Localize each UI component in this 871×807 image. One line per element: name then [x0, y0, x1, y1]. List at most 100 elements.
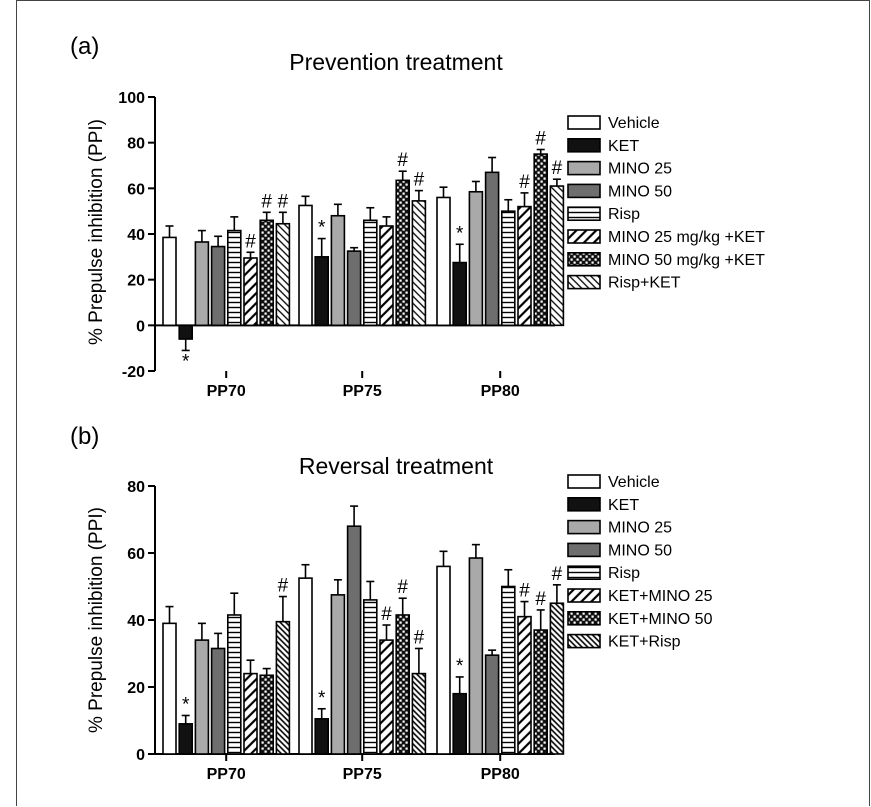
bar — [330, 594, 346, 755]
category-label: PP75 — [343, 383, 382, 400]
bar — [436, 565, 451, 755]
bar — [275, 222, 291, 327]
bar — [533, 153, 549, 327]
bar — [362, 599, 378, 755]
bar — [210, 245, 226, 327]
bar — [259, 674, 275, 755]
bar — [275, 620, 291, 755]
bar — [468, 557, 484, 755]
legend-label: KET+Risp — [608, 634, 681, 651]
bar — [178, 723, 193, 755]
bar — [362, 219, 378, 327]
bar — [395, 614, 411, 755]
panel-a-ylabel: % Prepulse inhibition (PPI) — [86, 119, 107, 345]
legend-swatch — [567, 519, 601, 535]
panel-b-legend: Vehicle KET MINO 25 MINO 50 Risp KET+MINO 25 K… — [567, 474, 713, 651]
category-label: PP80 — [481, 766, 520, 783]
legend-label: MINO 25 — [608, 161, 672, 178]
legend-label: KET — [608, 497, 639, 514]
legend-label: MINO 25 — [608, 520, 672, 537]
legend-label: KET — [608, 138, 639, 155]
bar — [379, 639, 394, 755]
bar — [194, 241, 210, 327]
legend-swatch — [567, 496, 601, 512]
significance-mark: # — [414, 170, 425, 191]
bar — [549, 185, 565, 327]
legend-label: MINO 50 mg/kg +KET — [608, 252, 765, 269]
legend-swatch — [567, 610, 601, 626]
significance-mark: # — [519, 581, 530, 602]
bar — [411, 672, 427, 755]
significance-mark: * — [456, 656, 464, 677]
significance-mark: # — [519, 172, 530, 193]
bar — [298, 204, 313, 327]
y-tick-label: -20 — [122, 364, 145, 381]
legend-swatch — [567, 206, 601, 221]
y-tick-label: 20 — [127, 680, 145, 697]
bar — [411, 200, 427, 327]
panel-a-legend: Vehicle KET MINO 25 MINO 50 Risp MINO 25 mg/k… — [567, 115, 765, 292]
significance-mark: # — [535, 589, 546, 610]
category-label: PP80 — [481, 383, 520, 400]
legend-label: MINO 50 — [608, 542, 672, 559]
bar — [500, 585, 516, 755]
legend-swatch — [567, 252, 601, 267]
legend-swatch — [567, 138, 601, 153]
legend-swatch — [567, 565, 601, 581]
legend-swatch — [567, 160, 601, 176]
significance-mark: * — [182, 694, 190, 715]
significance-mark: # — [535, 129, 546, 150]
bar — [452, 692, 468, 755]
y-tick-label: 40 — [127, 613, 145, 630]
significance-mark: # — [552, 564, 563, 585]
significance-mark: * — [456, 223, 464, 244]
panel-a-title: Prevention treatment — [289, 49, 503, 75]
significance-mark: # — [261, 191, 272, 212]
bar — [517, 615, 532, 755]
bar — [227, 229, 242, 327]
bar — [162, 622, 177, 755]
y-tick-label: 20 — [127, 273, 145, 290]
bar — [314, 718, 330, 755]
bar — [468, 190, 484, 327]
legend-swatch — [567, 633, 601, 649]
legend-label: Vehicle — [608, 474, 660, 491]
bar — [243, 257, 258, 327]
panel-b-ylabel: % Prepulse inhibition (PPI) — [86, 507, 107, 733]
bar — [330, 214, 346, 327]
legend-label: KET+MINO 25 — [608, 588, 713, 605]
legend-swatch — [567, 115, 601, 130]
bar — [314, 256, 330, 327]
bar — [484, 654, 500, 755]
bar — [243, 672, 258, 755]
figure-frame — [16, 0, 870, 806]
y-tick-label: 80 — [127, 479, 145, 496]
category-label: PP70 — [207, 383, 246, 400]
bar — [210, 647, 226, 755]
significance-mark: # — [397, 150, 408, 171]
bar — [436, 196, 451, 327]
panel-a-label: (a) — [70, 33, 99, 60]
bar — [346, 250, 362, 327]
legend-swatch — [567, 474, 601, 489]
significance-mark: # — [278, 576, 289, 597]
y-tick-label: 0 — [136, 318, 145, 335]
legend-label: Risp — [608, 565, 640, 582]
panel-b-label: (b) — [70, 423, 99, 450]
significance-mark: * — [318, 688, 326, 709]
bar — [178, 324, 193, 340]
significance-mark: # — [245, 231, 256, 252]
bar — [549, 602, 565, 755]
bar — [395, 179, 411, 327]
legend-swatch — [567, 183, 601, 199]
significance-mark: # — [278, 191, 289, 212]
significance-mark: * — [318, 218, 326, 239]
legend-swatch — [567, 588, 601, 603]
y-tick-label: 60 — [127, 181, 145, 198]
legend-swatch — [567, 542, 601, 558]
bar — [379, 225, 394, 327]
y-tick-label: 80 — [127, 136, 145, 153]
category-label: PP75 — [343, 766, 382, 783]
